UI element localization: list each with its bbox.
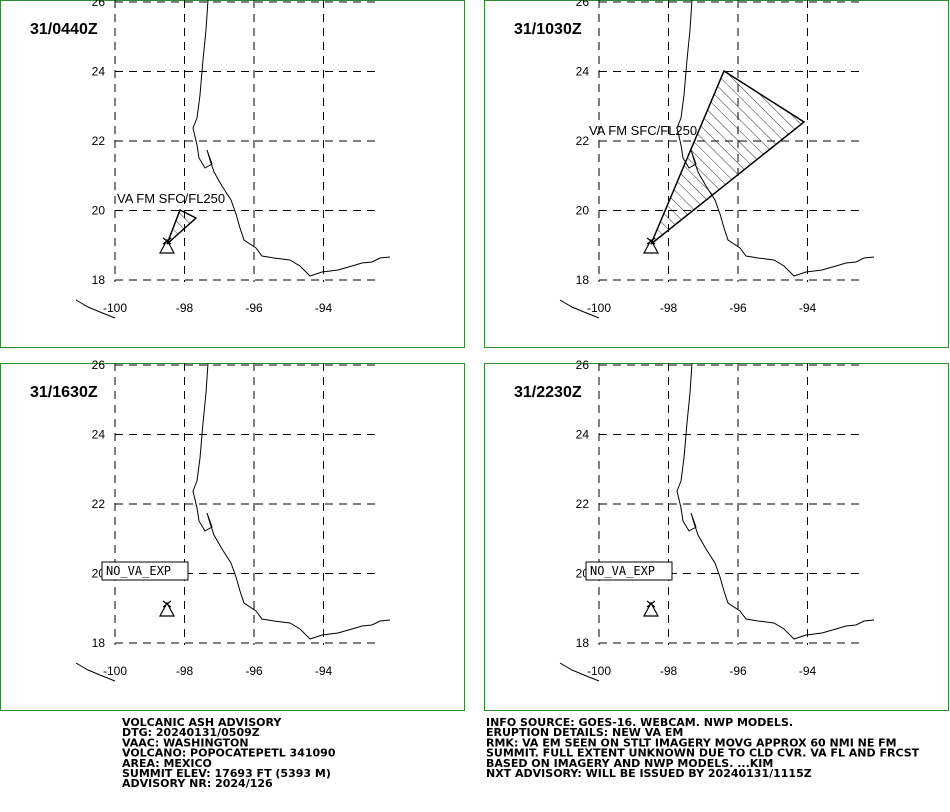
lon-label: -100 <box>103 301 127 315</box>
volcano-symbol <box>642 600 660 617</box>
ash-area <box>166 208 198 245</box>
lon-label: -96 <box>729 664 747 678</box>
coastline <box>676 362 875 640</box>
no-ash-label: NO_VA_EXP <box>590 564 655 578</box>
lon-label: -94 <box>799 664 817 678</box>
lat-label: 26 <box>576 358 590 372</box>
lat-label: 22 <box>576 134 590 148</box>
ash-label: VA FM SFC/FL250 <box>117 191 225 206</box>
advisory-line: VAAC: WASHINGTON <box>122 736 249 749</box>
advisory-line: AREA: MEXICO <box>122 757 212 770</box>
no-ash-label: NO_VA_EXP <box>106 564 171 578</box>
coastline <box>676 0 875 277</box>
ash-label: VA FM SFC/FL250 <box>589 123 697 138</box>
advisory-line: INFO SOURCE: GOES-16. WEBCAM. NWP MODELS… <box>486 716 793 729</box>
forecast-time: 31/1030Z <box>514 21 582 38</box>
label-box <box>101 561 189 581</box>
forecast-time: 31/1630Z <box>30 384 98 401</box>
lon-label: -98 <box>660 664 678 678</box>
lat-label: 20 <box>576 204 590 218</box>
advisory-line: VOLCANIC ASH ADVISORY <box>122 716 282 729</box>
lat-label: 20 <box>92 204 106 218</box>
coastline <box>192 362 391 640</box>
lon-label: -94 <box>315 301 333 315</box>
lat-label: 22 <box>92 497 106 511</box>
map-panel: 26 24 22 20 18 -100 -98 -96 -94 31/1030Z VA FM SFC… <box>484 0 949 348</box>
advisory-line: BASED ON IMAGERY AND NWP MODELS. ...KIM <box>486 757 773 770</box>
volcano-symbol <box>158 237 176 254</box>
coastline <box>75 299 116 319</box>
map-panel: 26 24 22 20 18 -100 -98 -96 -94 31/0440Z VA FM SFC… <box>0 0 465 348</box>
forecast-time: 31/0440Z <box>30 21 98 38</box>
volcano-symbol <box>642 237 660 254</box>
advisory-line: RMK: VA EM SEEN ON STLT IMAGERY MOVG APP… <box>486 736 897 749</box>
lon-label: -100 <box>587 664 611 678</box>
lon-label: -96 <box>729 301 747 315</box>
lat-label: 22 <box>576 497 590 511</box>
coastline <box>75 662 116 682</box>
ash-area <box>650 69 806 245</box>
lon-label: -100 <box>103 664 127 678</box>
advisory-line: VOLCANO: POPOCATEPETL 341090 <box>122 747 336 760</box>
lat-label: 24 <box>92 428 106 442</box>
lon-label: -98 <box>176 664 194 678</box>
panel-border <box>484 363 949 711</box>
lat-label: 24 <box>576 428 590 442</box>
lon-label: -98 <box>176 301 194 315</box>
lat-label: 26 <box>576 0 590 9</box>
panel-border <box>484 0 949 348</box>
lon-label: -96 <box>245 301 263 315</box>
coastline <box>192 0 391 277</box>
lat-label: 18 <box>92 273 106 287</box>
lat-label: 22 <box>92 134 106 148</box>
advisory-line: SUMMIT. FULL EXTENT UNKNOWN DUE TO CLD C… <box>486 747 920 760</box>
label-box <box>585 561 673 581</box>
coastline <box>559 299 600 319</box>
lat-label: 24 <box>576 65 590 79</box>
advisory-line: ADVISORY NR: 2024/126 <box>122 777 273 790</box>
lon-label: -100 <box>587 301 611 315</box>
lon-label: -98 <box>660 301 678 315</box>
panel-border <box>0 0 465 348</box>
forecast-time: 31/2230Z <box>514 384 582 401</box>
panel-border <box>0 363 465 711</box>
lat-label: 18 <box>92 636 106 650</box>
lat-label: 24 <box>92 65 106 79</box>
advisory-line: SUMMIT ELEV: 17693 FT (5393 M) <box>122 767 331 780</box>
lon-label: -94 <box>315 664 333 678</box>
lon-label: -94 <box>799 301 817 315</box>
advisory-line: DTG: 20240131/0509Z <box>122 726 260 739</box>
advisory-line: NXT ADVISORY: WILL BE ISSUED BY 20240131… <box>486 767 812 780</box>
lat-label: 18 <box>576 636 590 650</box>
lat-label: 18 <box>576 273 590 287</box>
lat-label: 26 <box>92 358 106 372</box>
lon-label: -96 <box>245 664 263 678</box>
lat-label: 26 <box>92 0 106 9</box>
advisory-line: ERUPTION DETAILS: NEW VA EM <box>486 726 683 739</box>
coastline <box>559 662 600 682</box>
volcano-symbol <box>158 600 176 617</box>
